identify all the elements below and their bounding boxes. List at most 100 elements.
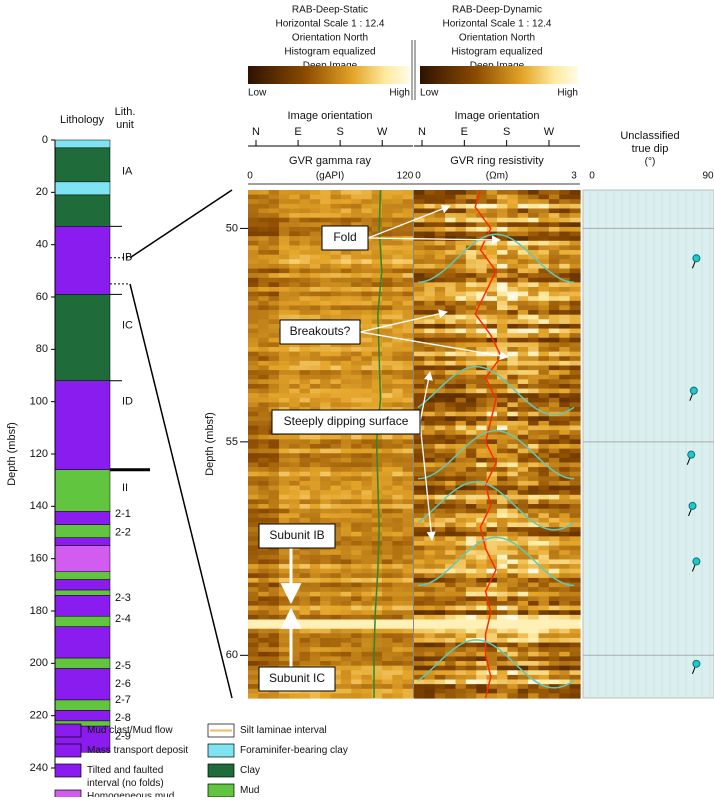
- image-pixel: [330, 499, 342, 505]
- image-pixel: [445, 420, 457, 427]
- image-pixel: [476, 614, 488, 621]
- image-pixel: [517, 480, 529, 487]
- image-pixel: [528, 564, 540, 570]
- image-pixel: [445, 467, 457, 473]
- image-pixel: [382, 508, 393, 514]
- image-pixel: [507, 674, 519, 681]
- image-pixel: [517, 203, 529, 210]
- image-pixel: [414, 213, 425, 219]
- image-pixel: [455, 499, 467, 505]
- image-pixel: [414, 365, 425, 371]
- image-pixel: [528, 236, 540, 242]
- image-pixel: [528, 651, 540, 658]
- image-pixel: [351, 531, 363, 537]
- image-pixel: [424, 273, 436, 279]
- image-pixel: [434, 351, 446, 357]
- image-pixel: [278, 504, 290, 510]
- image-pixel: [424, 587, 436, 593]
- image-pixel: [507, 434, 519, 440]
- image-pixel: [309, 277, 321, 283]
- image-pixel: [414, 305, 425, 311]
- image-pixel: [278, 605, 290, 611]
- image-pixel: [507, 448, 519, 454]
- image-pixel: [528, 397, 540, 404]
- image-pixel: [268, 213, 280, 219]
- image-pixel: [538, 637, 550, 644]
- image-pixel: [392, 476, 404, 482]
- image-pixel: [361, 568, 373, 574]
- image-pixel: [559, 226, 571, 233]
- image-pixel: [424, 231, 436, 237]
- image-pixel: [268, 402, 280, 408]
- image-pixel: [424, 430, 436, 436]
- image-pixel: [351, 296, 363, 302]
- image-pixel: [445, 254, 457, 260]
- image-pixel: [434, 448, 446, 454]
- image-pixel: [309, 286, 321, 293]
- curve-unit: (gAPI): [316, 171, 344, 182]
- image-pixel: [340, 642, 352, 648]
- image-pixel: [299, 291, 311, 297]
- orientation-tick: N: [418, 126, 426, 138]
- image-pixel: [424, 388, 436, 394]
- image-pixel: [361, 254, 373, 260]
- image-pixel: [402, 342, 414, 348]
- image-pixel: [340, 342, 352, 348]
- image-pixel: [361, 444, 373, 450]
- image-pixel: [497, 240, 508, 247]
- image-pixel: [361, 614, 373, 621]
- image-pixel: [517, 476, 529, 482]
- image-pixel: [258, 425, 270, 431]
- image-pixel: [538, 342, 550, 348]
- image-pixel: [517, 661, 529, 667]
- image-pixel: [476, 226, 488, 233]
- image-pixel: [371, 259, 383, 265]
- image-pixel: [351, 199, 363, 205]
- image-pixel: [278, 365, 290, 371]
- image-pixel: [548, 333, 560, 339]
- image-pixel: [434, 582, 446, 588]
- image-pixel: [455, 476, 467, 482]
- image-pixel: [465, 633, 477, 639]
- image-pixel: [371, 513, 383, 519]
- image-pixel: [268, 393, 280, 399]
- image-pixel: [278, 263, 290, 270]
- image-pixel: [465, 684, 477, 690]
- image-pixel: [289, 637, 301, 644]
- image-pixel: [289, 651, 301, 658]
- image-pixel: [340, 679, 352, 685]
- image-pixel: [402, 559, 414, 565]
- image-pixel: [424, 624, 436, 630]
- image-pixel: [424, 688, 436, 694]
- image-pixel: [517, 499, 529, 505]
- image-pixel: [289, 383, 301, 390]
- image-pixel: [414, 531, 425, 537]
- image-pixel: [559, 347, 571, 353]
- image-pixel: [289, 494, 301, 501]
- image-pixel: [548, 286, 560, 293]
- image-pixel: [258, 268, 270, 274]
- image-pixel: [528, 499, 540, 505]
- image-pixel: [476, 273, 488, 279]
- image-pixel: [330, 688, 342, 694]
- image-pixel: [445, 614, 457, 621]
- image-pixel: [424, 347, 436, 353]
- image-pixel: [517, 397, 529, 404]
- image-pixel: [268, 194, 280, 200]
- image-pixel: [361, 273, 373, 279]
- image-pixel: [476, 282, 488, 288]
- unit-label: 2-3: [115, 592, 131, 604]
- image-pixel: [569, 323, 581, 330]
- image-pixel: [569, 568, 581, 574]
- image-pixel: [538, 531, 550, 537]
- image-pixel: [569, 314, 581, 320]
- image-pixel: [528, 402, 540, 408]
- image-pixel: [538, 559, 550, 565]
- image-pixel: [309, 194, 321, 200]
- image-pixel: [538, 254, 550, 260]
- image-pixel: [258, 411, 270, 417]
- image-pixel: [497, 379, 508, 385]
- unit-label: IC: [122, 320, 133, 332]
- sinusoid: [417, 481, 575, 531]
- image-pixel: [289, 259, 301, 265]
